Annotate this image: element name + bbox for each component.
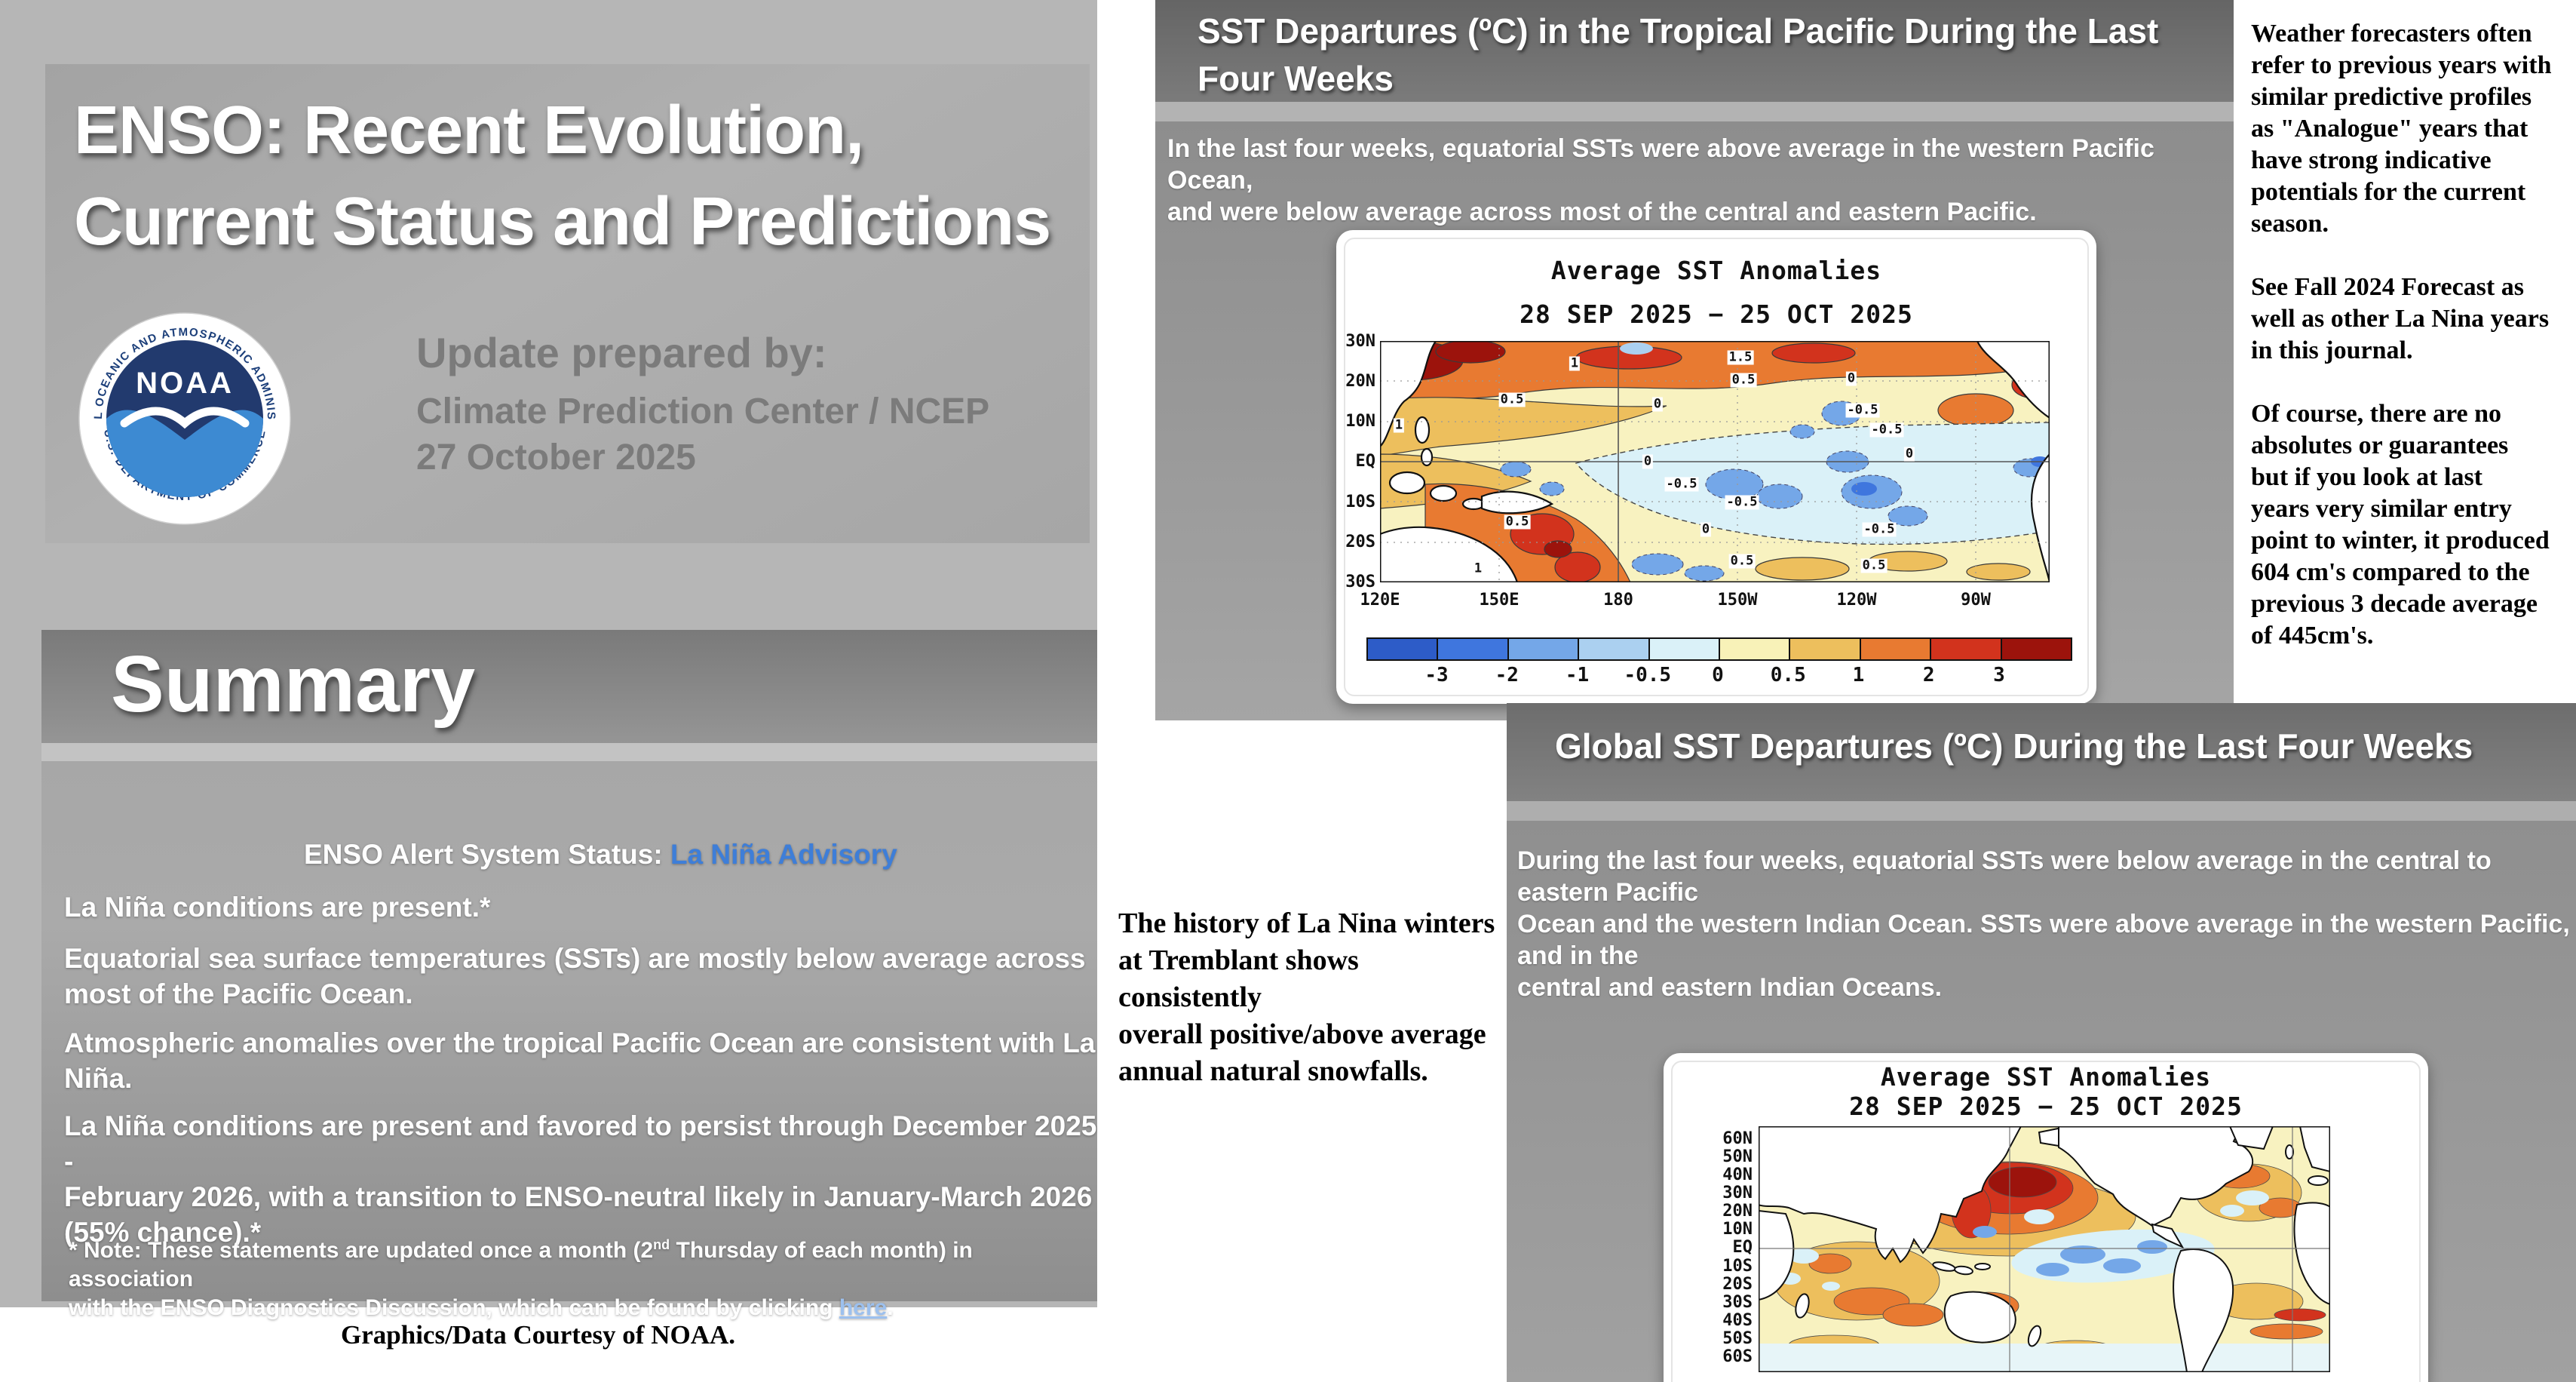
global-sst-slide: Global SST Departures (ºC) During the La… <box>1507 703 2576 1382</box>
side-note-paragraph-3: Of course, there are no absolutes or gua… <box>2251 400 2550 650</box>
summary-header: Summary <box>41 630 1097 743</box>
contour-label: 0 <box>1651 396 1664 412</box>
cool-anomaly-regions <box>1759 1190 2330 1372</box>
tropical-slide-title: SST Departures (ºC) in the Tropical Paci… <box>1198 11 2159 98</box>
graphics-credit-caption: Graphics/Data Courtesy of NOAA. <box>341 1320 736 1350</box>
logo-sea <box>106 410 263 497</box>
contour-label: -0.5 <box>1845 402 1880 418</box>
tropical-sst-map <box>1380 341 2050 582</box>
contour-label: 0.5 <box>1860 557 1888 573</box>
gridlines <box>1380 341 2050 582</box>
contour-label: 1 <box>1393 417 1405 433</box>
colorbar-segment <box>1508 639 1580 659</box>
global-map-daterange: 28 SEP 2025 − 25 OCT 2025 <box>1849 1092 2243 1121</box>
summary-paragraph-1: La Niña conditions are present.* <box>64 892 491 923</box>
tropical-colorbar <box>1366 637 2072 661</box>
noaa-logo: NATIONAL OCEANIC AND ATMOSPHERIC ADMINIS… <box>72 302 292 526</box>
contour-label: 1 <box>1472 560 1484 576</box>
colorbar-segment <box>2001 639 2072 659</box>
colorbar-segment <box>1790 639 1861 659</box>
seagull-icon <box>120 407 250 429</box>
global-map-title: Average SST Anomalies <box>1880 1062 2212 1092</box>
tropical-map-plot: 1 0.5 1 1.5 0.5 0 0 -0.5 -0.5 0 0 -0.5 -0.5 0 -0.5 0.5 0… <box>1380 341 2050 582</box>
enso-alert-status-line: ENSO Alert System Status: La Niña Adviso… <box>304 837 897 872</box>
global-divider-band <box>1507 801 2576 821</box>
colorbar-segment <box>1860 639 1932 659</box>
global-map-plot <box>1759 1126 2330 1372</box>
colorbar-segment <box>1438 639 1509 659</box>
page-title: ENSO: Recent Evolution, Current Status a… <box>74 93 1051 260</box>
contour-label: 0 <box>1903 446 1915 462</box>
summary-paragraph-4: La Niña conditions are present and favor… <box>64 1110 1097 1248</box>
global-map-card: Average SST Anomalies 28 SEP 2025 − 25 O… <box>1664 1053 2428 1382</box>
prepared-org: Climate Prediction Center / NCEP <box>416 392 990 431</box>
title-slide: ENSO: Recent Evolution, Current Status a… <box>45 64 1090 543</box>
tropical-map-title: Average SST Anomalies <box>1550 256 1882 285</box>
global-sst-map <box>1759 1126 2330 1372</box>
colorbar-segment <box>1368 639 1439 659</box>
contour-label: -0.5 <box>1664 476 1699 492</box>
summary-body <box>41 761 1097 1301</box>
colorbar-segment <box>1649 639 1721 659</box>
colorbar-segment <box>1931 639 2002 659</box>
note-text-pre: * Note: These statements are updated onc… <box>69 1238 654 1263</box>
land-masses <box>1759 1126 2330 1372</box>
contour-label: 1 <box>1569 355 1581 371</box>
tropical-slide-text: In the last four weeks, equatorial SSTs … <box>1167 134 2154 226</box>
left-gray-region: ENSO: Recent Evolution, Current Status a… <box>0 0 1097 1320</box>
colorbar-segment <box>1720 639 1791 659</box>
global-slide-text: During the last four weeks, equatorial S… <box>1517 846 2570 1002</box>
contour-label: 0.5 <box>1504 514 1531 530</box>
prepared-date: 27 October 2025 <box>416 438 696 478</box>
tropical-divider-band <box>1155 102 2234 121</box>
prepared-by-label: Update prepared by: <box>416 329 827 376</box>
side-note-paragraph-2: See Fall 2024 Forecast as well as other … <box>2251 273 2550 364</box>
tropical-colorbar-labels: -3 -2 -1 -0.5 0 0.5 1 2 3 <box>1424 664 2005 686</box>
contour-label: 0.5 <box>1498 392 1526 407</box>
contour-label: -0.5 <box>1869 422 1904 438</box>
note-text-mid: Thursday of each month) in association w… <box>69 1238 973 1320</box>
summary-paragraph-2: Equatorial sea surface temperatures (SST… <box>64 943 1086 1009</box>
contour-label: 0.5 <box>1728 553 1756 569</box>
colorbar-segment <box>1579 639 1650 659</box>
gridlines <box>1759 1126 2330 1372</box>
summary-divider-band <box>41 743 1097 761</box>
global-slide-header: Global SST Departures (ºC) During the La… <box>1507 703 2576 801</box>
global-slide-body: During the last four weeks, equatorial S… <box>1507 821 2576 1382</box>
contour-label: 0 <box>1700 521 1712 537</box>
status-label: ENSO Alert System Status: <box>304 839 670 870</box>
side-note-paragraph-1: Weather forecasters often refer to previ… <box>2251 20 2552 238</box>
tropical-map-card: Average SST Anomalies 28 SEP 2025 − 25 O… <box>1336 230 2096 704</box>
global-lat-axis: 60N 50N 40N 30N 20N 10N EQ 10S 20S 30S 40S 50S 60S <box>1722 1129 1753 1367</box>
tremblant-note: The history of La Nina winters at Trembl… <box>1118 908 1495 1087</box>
note-text-post: . <box>887 1295 894 1320</box>
contour-label: 0 <box>1845 370 1857 386</box>
here-link[interactable]: here <box>839 1295 888 1320</box>
contour-label: -0.5 <box>1862 521 1897 537</box>
contour-label: -0.5 <box>1725 494 1759 510</box>
tropical-lon-axis: 120E 150E 180 150W 120W 90W <box>1360 591 1991 610</box>
summary-slide: Summary ENSO Alert System Status: La Niñ… <box>41 630 1097 1320</box>
noaa-logo-graphic: NATIONAL OCEANIC AND ATMOSPHERIC ADMINIS… <box>72 302 291 525</box>
global-lon-axis: 30E60E90E120E150E180150W120W90W60W30W0 <box>1759 1380 2297 1382</box>
tropical-map-daterange: 28 SEP 2025 − 25 OCT 2025 <box>1520 299 1913 329</box>
summary-note: * Note: These statements are updated onc… <box>69 1230 1097 1322</box>
contour-label: 0 <box>1642 453 1654 469</box>
logo-acronym: NOAA <box>136 367 234 400</box>
contour-label: 1.5 <box>1727 349 1754 365</box>
summary-paragraph-3: Atmospheric anomalies over the tropical … <box>64 1027 1096 1094</box>
status-value: La Niña Advisory <box>670 839 897 870</box>
tropical-lat-axis: 30N 20N 10N EQ 10S 20S 30S <box>1345 331 1375 592</box>
contour-label: 0.5 <box>1730 372 1757 388</box>
analogue-years-note: Weather forecasters often refer to previ… <box>2251 18 2576 683</box>
note-superscript: nd <box>653 1237 670 1252</box>
prepared-by-block: Update prepared by: Climate Prediction C… <box>416 328 989 478</box>
summary-title: Summary <box>111 640 476 729</box>
global-slide-title: Global SST Departures (ºC) During the La… <box>1555 726 2473 766</box>
tropical-sst-slide: SST Departures (ºC) in the Tropical Paci… <box>1155 0 2234 720</box>
tropical-slide-header: SST Departures (ºC) in the Tropical Paci… <box>1155 0 2234 102</box>
tropical-slide-body: In the last four weeks, equatorial SSTs … <box>1155 121 2234 720</box>
